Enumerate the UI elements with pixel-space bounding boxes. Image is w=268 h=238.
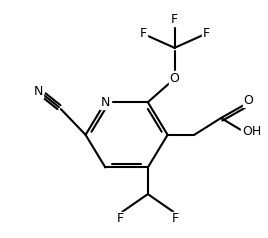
Text: O: O (244, 94, 254, 107)
Text: F: F (171, 13, 178, 26)
Text: F: F (139, 26, 146, 40)
Text: OH: OH (242, 125, 261, 138)
Text: N: N (101, 96, 110, 109)
Text: N: N (34, 85, 43, 98)
Text: F: F (117, 212, 124, 225)
Text: F: F (203, 26, 210, 40)
Text: F: F (172, 212, 179, 225)
Text: O: O (170, 72, 180, 85)
